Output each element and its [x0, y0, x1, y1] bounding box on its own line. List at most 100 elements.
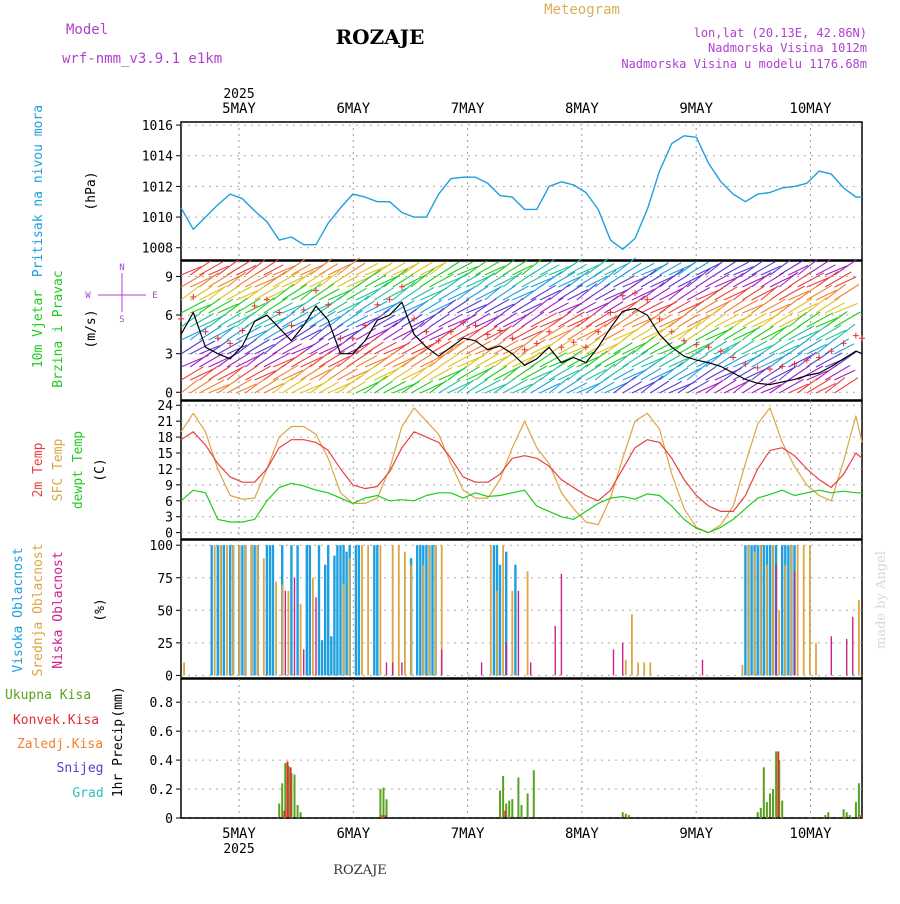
wind-gust-mark	[607, 309, 614, 316]
y-tick-label: 0	[165, 386, 173, 401]
wind-gust-mark	[251, 303, 258, 310]
wind-arrow	[235, 338, 257, 355]
temp-ylabel-2m: 2m Temp	[31, 442, 46, 497]
y-tick-label: 6	[165, 495, 173, 510]
wind-arrow	[327, 328, 349, 341]
wind-arrow	[226, 285, 253, 301]
wind-arrow	[438, 326, 458, 341]
wind-arrow	[410, 361, 434, 381]
wind-arrow	[824, 271, 852, 288]
wind-arrow	[714, 299, 733, 314]
wind-arrow	[576, 310, 599, 328]
wind-arrow	[281, 302, 306, 314]
precip-bar-0	[299, 812, 302, 818]
year-label-bottom: 2025	[223, 842, 254, 857]
cloud-bar-2	[517, 590, 520, 676]
precip-bar-0	[511, 799, 514, 818]
wind-arrow	[668, 308, 694, 328]
wind-arrow	[180, 299, 207, 314]
wind-arrow	[429, 300, 455, 314]
wind-gust-mark	[484, 331, 491, 338]
wind-arrow	[797, 377, 819, 394]
wind-arrow	[686, 314, 712, 328]
wind-arrow	[788, 271, 812, 288]
wind-arrow	[401, 380, 421, 394]
wind-arrow	[383, 354, 405, 368]
wind-arrow	[401, 341, 424, 355]
wind-arrow	[235, 365, 259, 381]
wind-gust-mark	[325, 301, 332, 308]
wind-arrow	[337, 375, 361, 394]
day-label-top: 9MAY	[679, 101, 713, 117]
wind-arrow	[530, 370, 553, 381]
wind-arrow	[300, 283, 322, 301]
wind-arrow	[604, 301, 624, 314]
pressure-ylabel: Pritisak na nivou mora	[31, 105, 46, 277]
wind-arrow	[585, 275, 608, 288]
cloud-bar-2	[775, 564, 777, 676]
wind-arrow	[511, 338, 533, 355]
cloud-bar-1	[511, 590, 514, 676]
watermark: made by Angel	[874, 551, 889, 649]
wind-arrow	[521, 311, 545, 328]
wind-arrow	[659, 380, 682, 394]
wind-arrow	[539, 271, 563, 288]
wind-arrow	[778, 297, 800, 314]
wind-arrow	[392, 281, 416, 301]
model-label: Model	[66, 22, 108, 38]
wind-arrow	[696, 273, 717, 288]
wind-arrow	[235, 264, 257, 276]
cloud-bar-0	[425, 545, 428, 676]
wind-arrow	[272, 364, 299, 381]
wind-arrow	[640, 341, 660, 355]
wind-gust-mark	[705, 344, 712, 351]
wind-arrow	[631, 262, 655, 276]
wind-gust-mark	[766, 366, 773, 373]
wind-arrow	[594, 363, 616, 381]
wind-arrow	[576, 283, 598, 301]
wind-arrow	[548, 329, 571, 341]
wind-arrow	[217, 259, 239, 276]
wind-arrow	[594, 323, 620, 341]
wind-arrow	[631, 315, 658, 328]
day-label-top: 5MAY	[222, 101, 256, 117]
wind-gust-mark	[521, 346, 528, 353]
wind-arrow	[291, 296, 315, 314]
wind-arrow	[686, 380, 710, 394]
wind-arrow	[364, 300, 388, 314]
y-tick-label: 0.2	[150, 783, 173, 798]
cloud-bar-0	[216, 545, 219, 676]
wind-arrow	[272, 329, 295, 341]
wind-arrow	[788, 365, 811, 381]
wind-arrow	[806, 351, 830, 368]
wind-arrow	[594, 315, 617, 328]
cloud-bar-1	[759, 545, 762, 676]
wind-arrow	[383, 300, 402, 314]
cloud-bar-1	[858, 599, 860, 676]
wind-gust-mark	[779, 363, 786, 370]
wind-gust-mark	[386, 296, 393, 303]
cloud-bar-0	[253, 545, 256, 676]
wind-arrow	[226, 325, 249, 341]
wind-arrow	[447, 380, 474, 394]
wind-arrow	[723, 380, 750, 394]
wind-arrow	[291, 351, 318, 368]
wind-arrow	[622, 342, 646, 355]
elevation-label: Nadmorska Visina 1012m	[708, 41, 867, 55]
wind-arrow	[235, 383, 257, 394]
wind-arrow	[539, 289, 561, 301]
wind-arrows	[178, 257, 865, 394]
wind-arrow	[180, 312, 201, 328]
wind-arrow	[355, 300, 375, 314]
wind-arrow	[834, 351, 857, 368]
wind-arrow	[208, 384, 230, 394]
y-tick-label: 1012	[142, 180, 173, 195]
wind-arrow	[226, 352, 251, 368]
wind-arrow	[521, 259, 542, 276]
cloud-bar-1	[778, 610, 781, 676]
cloud-bar-1	[809, 545, 811, 676]
wind-arrow	[475, 286, 502, 301]
wind-gust-mark	[411, 315, 418, 322]
wind-arrow	[291, 363, 313, 381]
wind-arrow	[502, 344, 524, 355]
